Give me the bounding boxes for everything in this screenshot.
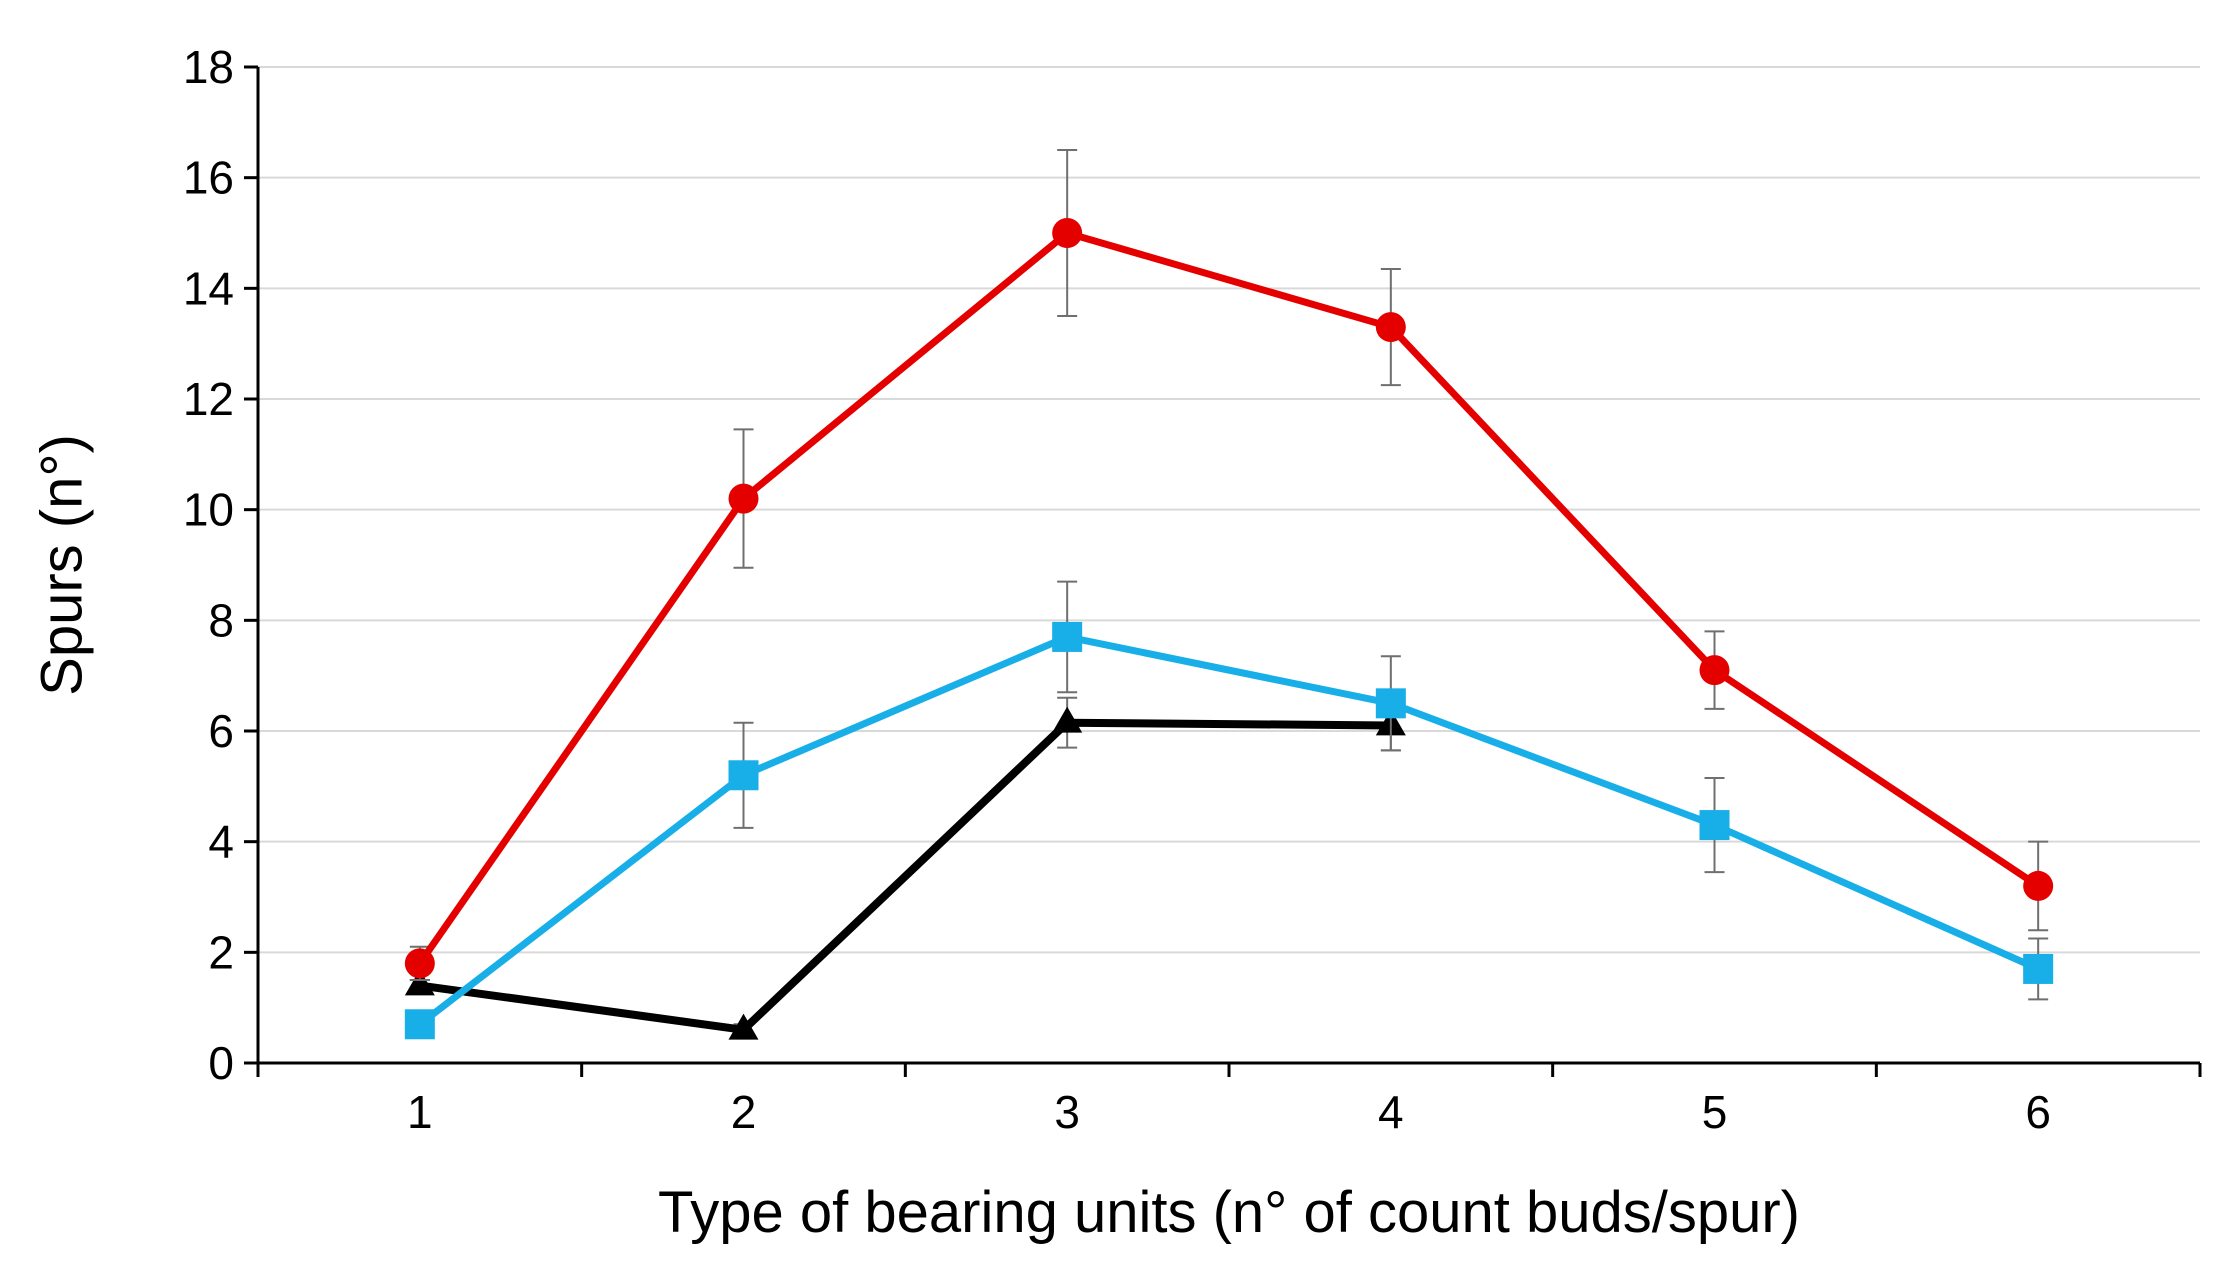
black-series-point-2	[728, 1013, 759, 1040]
red-series	[404, 149, 2054, 981]
red-series-point-4	[1375, 312, 1406, 343]
y-tick-label-6: 6	[208, 705, 234, 757]
cyan-series-point-1	[404, 1009, 435, 1040]
red-series-point-3	[1052, 218, 1083, 248]
red-series-point-5	[1699, 655, 1730, 686]
x-tick-labels: 1 2 3 4 5 6	[407, 1086, 2051, 1138]
series	[404, 149, 2054, 1040]
axes	[244, 65, 2202, 1077]
x-tick-label-4: 4	[1378, 1086, 1404, 1138]
x-tick-label-5: 5	[1702, 1086, 1728, 1138]
cyan-series-point-6	[2023, 953, 2054, 984]
y-axis-title: Spurs (n°)	[30, 434, 95, 696]
x-tick-label-2: 2	[731, 1086, 757, 1138]
y-tick-label-18: 18	[183, 41, 234, 93]
red-series-line	[416, 229, 2041, 966]
cyan-series-point-5	[1699, 810, 1730, 841]
black-series	[404, 696, 1406, 1040]
cyan-series-point-2	[728, 760, 759, 791]
y-tick-label-0: 0	[208, 1037, 234, 1089]
red-series-point-2	[728, 483, 759, 514]
cyan-series	[404, 580, 2054, 1040]
cyan-series-line	[417, 633, 2040, 1028]
y-tick-label-14: 14	[183, 262, 234, 314]
x-tick-label-1: 1	[407, 1086, 433, 1138]
x-axis-title: Type of bearing units (n° of count buds/…	[658, 1180, 1800, 1245]
gridlines	[258, 66, 2200, 954]
cyan-series-point-3	[1052, 621, 1083, 652]
x-tick-label-3: 3	[1054, 1086, 1080, 1138]
red-series-point-1	[404, 948, 435, 979]
y-tick-label-2: 2	[208, 926, 234, 978]
cyan-series-point-4	[1375, 688, 1406, 719]
black-series-point-1	[404, 969, 435, 996]
y-tick-labels: 0 2 4 6 8 10 12 14 16 18	[183, 41, 234, 1089]
y-tick-label-16: 16	[183, 152, 234, 204]
red-series-point-6	[2023, 870, 2054, 901]
x-tick-label-6: 6	[2025, 1086, 2051, 1138]
black-series-point-3	[1052, 706, 1083, 733]
y-tick-label-8: 8	[208, 594, 234, 646]
y-tick-label-12: 12	[183, 373, 234, 425]
black-series-line	[419, 718, 1391, 1034]
y-tick-label-10: 10	[183, 484, 234, 536]
y-tick-label-4: 4	[208, 816, 234, 868]
